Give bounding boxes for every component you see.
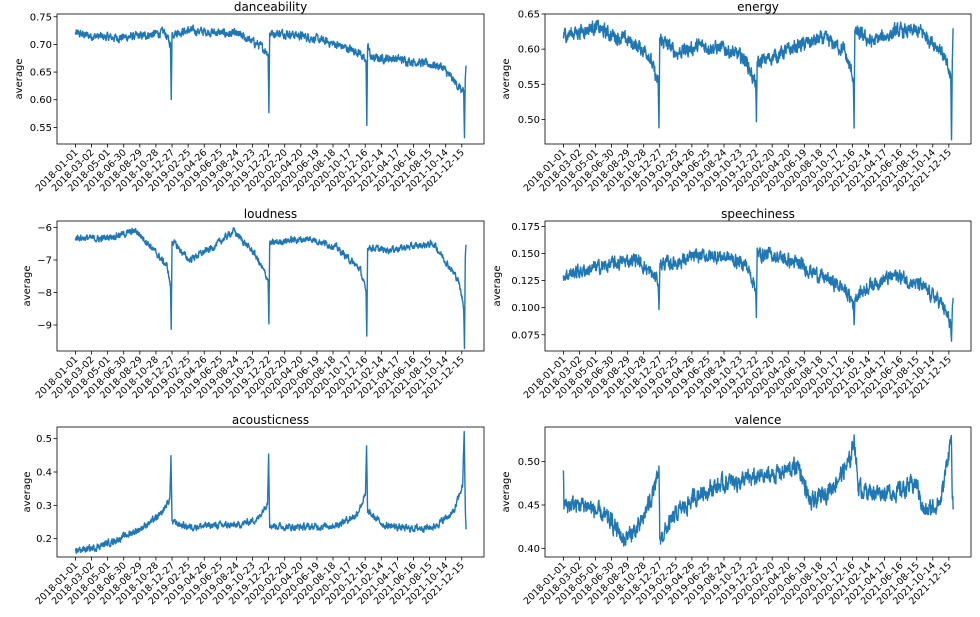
subplot-speechiness: speechiness average 0.075 0.100 0.125 0.150 0.… <box>492 207 972 401</box>
y-tick-label: 0.175 <box>511 222 540 233</box>
y-axis-label: average <box>22 472 33 513</box>
y-tick-label: −6 <box>37 223 52 234</box>
subplot-danceability: danceabilityaverage0.550.600.650.700.752… <box>14 0 485 194</box>
y-tick-label: 0.65 <box>518 10 540 21</box>
y-tick-label: 0.075 <box>511 330 540 341</box>
axes-frame <box>56 13 485 145</box>
y-tick-label: 0.55 <box>518 80 540 91</box>
y-tick-label: 0.150 <box>511 249 540 260</box>
subplot-energy: energyaverage0.500.550.600.652018-01-012… <box>501 0 972 194</box>
y-tick-label: −8 <box>37 288 52 299</box>
y-tick-label: 0.3 <box>36 501 52 512</box>
y-axis-label: average <box>14 59 25 100</box>
subplot-loudness: loudnessaverage−9−8−7−62018-01-012018-03… <box>22 207 485 401</box>
subplot-title: loudness <box>244 207 297 221</box>
subplot-title: acousticness <box>232 413 309 427</box>
y-tick-label: 0.50 <box>518 115 540 126</box>
y-axis-label: average <box>492 266 503 307</box>
y-tick-label: 0.60 <box>30 95 52 106</box>
y-tick-label: 0.75 <box>30 12 52 23</box>
y-tick-label: −7 <box>37 256 52 267</box>
data-line-acousticness <box>74 430 467 554</box>
subplot-title: danceability <box>234 0 307 14</box>
data-line-speechiness <box>562 246 954 342</box>
y-axis-label: average <box>501 59 512 100</box>
y-axis-label: average <box>501 472 512 513</box>
y-axis-label: average <box>22 266 33 307</box>
data-line-danceability <box>74 24 467 139</box>
y-tick-label: 0.5 <box>36 434 52 445</box>
data-line-loudness <box>74 227 467 350</box>
axes-frame <box>544 13 972 145</box>
y-tick-label: 0.65 <box>30 68 52 79</box>
subplot-title: speechiness <box>721 207 795 221</box>
y-tick-label: 0.60 <box>518 45 540 56</box>
y-tick-label: 0.2 <box>36 534 52 545</box>
axes-frame <box>56 426 485 558</box>
subplot-acousticness: acousticnessaverage0.20.30.40.52018-01-0… <box>22 413 485 607</box>
subplot-title: energy <box>737 0 779 14</box>
axes-frame <box>544 220 972 352</box>
y-tick-label: 0.70 <box>30 40 52 51</box>
y-tick-label: 0.40 <box>518 544 540 555</box>
y-tick-label: 0.45 <box>518 501 540 512</box>
subplot-valence: valenceaverage0.400.450.502018-01-012018… <box>501 413 972 607</box>
y-tick-label: 0.55 <box>30 123 52 134</box>
y-tick-label: 0.100 <box>511 303 540 314</box>
subplot-title: valence <box>735 413 782 427</box>
y-tick-label: −9 <box>37 321 52 332</box>
data-line-valence <box>562 434 954 547</box>
y-tick-label: 0.50 <box>518 457 540 468</box>
y-tick-label: 0.4 <box>36 468 52 479</box>
axes-frame <box>56 220 485 352</box>
y-tick-label: 0.125 <box>511 276 540 287</box>
axes-frame <box>544 426 972 558</box>
data-line-energy <box>562 19 954 141</box>
